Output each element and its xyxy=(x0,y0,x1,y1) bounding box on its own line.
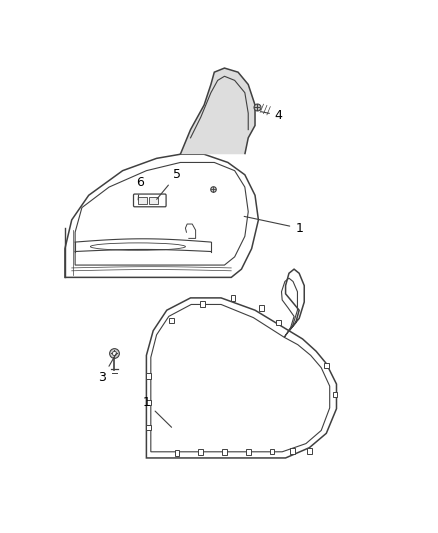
FancyBboxPatch shape xyxy=(134,194,166,207)
Bar xyxy=(307,448,312,454)
Text: 5: 5 xyxy=(157,168,181,199)
Bar xyxy=(175,450,179,456)
Bar xyxy=(146,424,151,430)
Bar xyxy=(146,400,151,405)
Bar xyxy=(146,373,151,378)
Bar xyxy=(246,449,251,455)
Text: 6: 6 xyxy=(136,176,144,200)
Text: 1: 1 xyxy=(142,396,172,427)
Bar xyxy=(149,197,158,204)
Text: 3: 3 xyxy=(99,354,116,384)
Bar xyxy=(230,295,235,301)
Bar xyxy=(222,449,227,455)
Bar xyxy=(332,392,337,397)
Bar xyxy=(276,320,281,325)
Bar xyxy=(138,197,148,204)
Text: 4: 4 xyxy=(261,109,283,122)
Polygon shape xyxy=(180,68,255,154)
Bar xyxy=(200,301,205,307)
Text: 1: 1 xyxy=(244,216,303,235)
Bar xyxy=(270,449,274,455)
Bar xyxy=(290,448,295,454)
Bar xyxy=(324,363,328,368)
Bar xyxy=(198,449,203,455)
Bar xyxy=(170,318,174,324)
Bar xyxy=(259,305,264,311)
